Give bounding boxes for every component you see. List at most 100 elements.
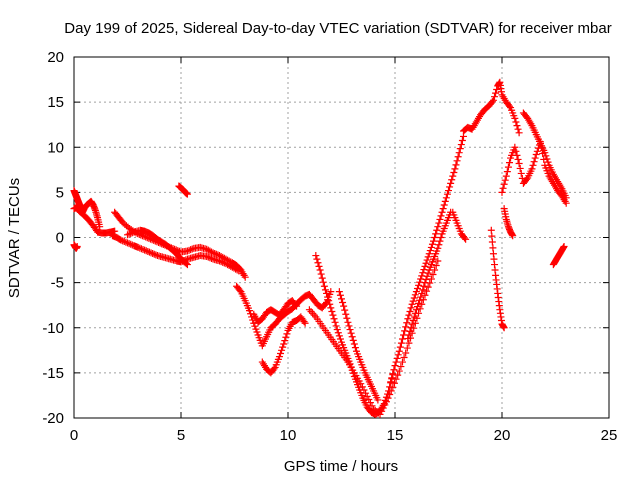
data-point — [488, 238, 496, 246]
data-point — [541, 149, 549, 157]
data-point — [125, 240, 133, 248]
data-point — [141, 246, 149, 254]
data-point — [509, 232, 517, 240]
data-point — [499, 184, 507, 192]
data-point — [514, 155, 522, 163]
data-point — [341, 306, 349, 314]
data-point — [452, 161, 460, 169]
data-point — [516, 164, 524, 172]
grid-lines — [74, 57, 609, 418]
data-point — [512, 147, 520, 155]
data-point — [203, 252, 211, 260]
data-point — [487, 226, 495, 234]
data-point — [517, 169, 525, 177]
data-point — [423, 256, 431, 264]
data-point — [434, 223, 442, 231]
data-point — [408, 320, 416, 328]
data-point — [562, 194, 570, 202]
data-point — [386, 391, 394, 399]
data-point — [411, 291, 419, 299]
series-dip-branch-3 — [258, 313, 309, 377]
data-point — [345, 322, 353, 330]
data-point — [390, 366, 398, 374]
data-point — [150, 250, 158, 258]
series-late-low — [500, 205, 517, 240]
data-point — [344, 318, 352, 326]
data-point — [416, 296, 424, 304]
y-axis-label: SDTVAR / TECUs — [6, 178, 23, 298]
data-point — [501, 176, 509, 184]
data-point — [489, 96, 497, 104]
series-afternoon-rise-2 — [404, 208, 455, 343]
data-point — [457, 141, 465, 149]
data-point — [498, 188, 506, 196]
data-point — [206, 254, 214, 262]
data-point — [119, 237, 127, 245]
data-point — [443, 190, 451, 198]
data-point — [331, 318, 339, 326]
data-point — [456, 145, 464, 153]
x-tick-label: 25 — [601, 427, 618, 444]
data-point — [511, 114, 519, 122]
series-morning-hump — [124, 226, 191, 269]
data-point — [270, 365, 278, 373]
data-point — [379, 404, 387, 412]
data-point — [431, 234, 439, 241]
data-point — [335, 288, 343, 296]
series-early-low — [70, 241, 81, 252]
data-point — [127, 240, 135, 248]
data-point — [300, 318, 308, 326]
data-point — [415, 281, 423, 289]
data-point — [445, 187, 452, 195]
data-point — [362, 389, 370, 397]
data-point — [493, 85, 501, 93]
series-afternoon-rise — [387, 132, 467, 386]
data-point — [395, 367, 403, 375]
series-dip-branch-1 — [233, 282, 335, 350]
data-point — [317, 270, 325, 278]
data-point — [392, 375, 400, 383]
data-point — [350, 340, 358, 348]
data-point — [404, 315, 412, 323]
data-point — [491, 93, 499, 101]
data-point — [139, 245, 147, 253]
data-point — [435, 219, 443, 227]
data-point — [310, 311, 318, 319]
data-point — [543, 155, 551, 163]
data-point — [328, 308, 336, 316]
data-point — [447, 179, 455, 187]
series-evening-drop — [487, 226, 508, 332]
data-point — [437, 234, 445, 241]
data-point — [209, 249, 217, 257]
data-point — [351, 344, 359, 352]
data-point — [316, 266, 324, 274]
data-point — [144, 247, 152, 255]
data-point — [329, 311, 337, 319]
data-point — [397, 339, 405, 347]
data-point — [207, 254, 215, 262]
data-point — [405, 311, 413, 319]
series-late-evening — [519, 109, 570, 202]
data-point — [512, 118, 520, 126]
data-point — [363, 392, 371, 400]
series-midday-upper — [335, 288, 382, 404]
data-point — [318, 274, 326, 282]
data-point — [421, 262, 429, 270]
data-point — [434, 257, 442, 265]
data-point — [427, 243, 435, 251]
data-point — [339, 298, 347, 306]
data-point — [412, 306, 420, 314]
series-evening-low-branch — [449, 208, 470, 243]
y-tick-label: 0 — [56, 230, 64, 247]
data-point — [207, 248, 215, 256]
data-point — [387, 387, 395, 395]
data-point — [413, 303, 421, 311]
data-point — [333, 326, 341, 334]
data-point — [505, 159, 513, 167]
data-point — [293, 302, 301, 310]
data-point — [439, 205, 447, 213]
series-final-segment — [549, 243, 568, 269]
data-point — [127, 229, 135, 237]
data-point — [424, 253, 432, 261]
